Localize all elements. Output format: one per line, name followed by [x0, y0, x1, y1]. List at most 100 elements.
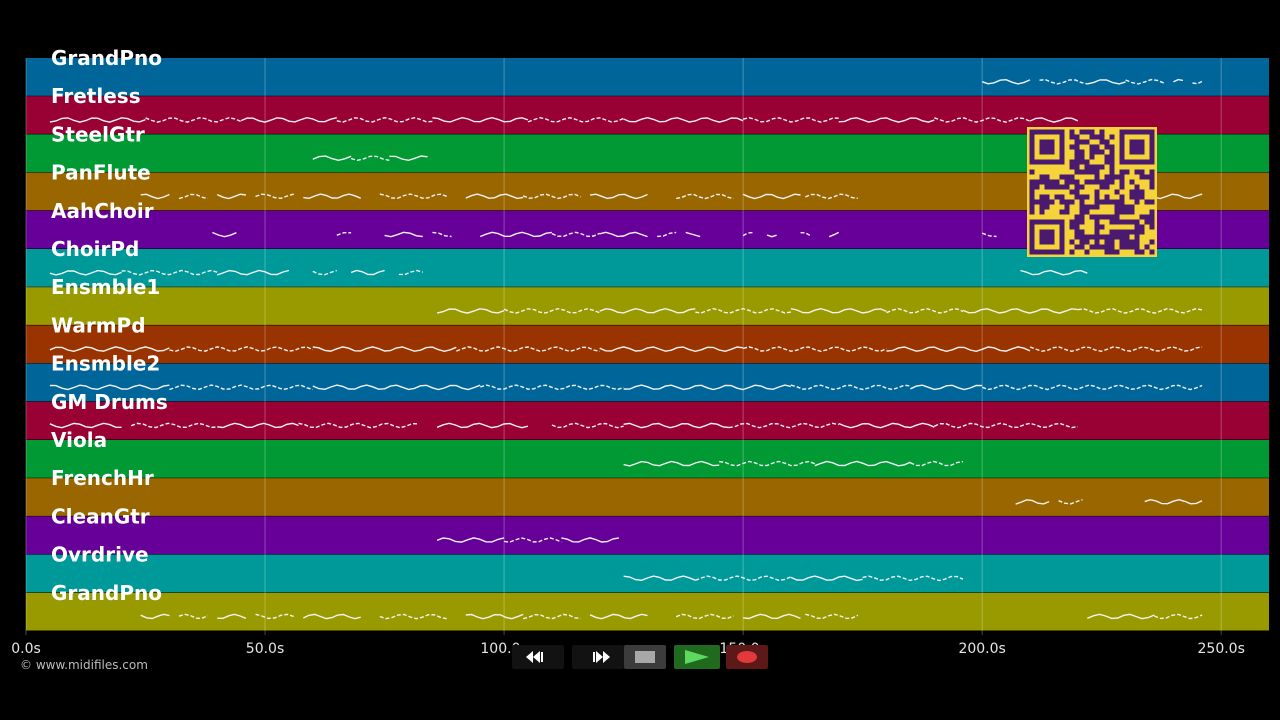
note-event [216, 193, 246, 200]
fast-forward-button[interactable] [572, 645, 624, 669]
track-lane [26, 58, 1269, 97]
time-gridlines [25, 58, 1222, 635]
stop-button[interactable] [624, 645, 666, 669]
note-event [145, 116, 242, 123]
note-event [695, 575, 792, 582]
note-event [934, 422, 1078, 429]
note-event [479, 384, 624, 391]
note-event [465, 613, 524, 620]
track-labels: GrandPno Fretless SteelGtr PanFlute AahChoir… [51, 46, 168, 605]
note-event [217, 613, 247, 620]
note-event [216, 269, 290, 276]
note-event [790, 307, 887, 314]
note-event [49, 346, 170, 353]
note-event [312, 384, 481, 391]
note-event [389, 155, 428, 162]
note-event [49, 422, 122, 429]
note-event [1087, 79, 1126, 85]
note-event [436, 308, 505, 314]
note-event [527, 116, 624, 123]
note-event [312, 346, 457, 353]
note-event [432, 231, 452, 238]
rewind-icon [526, 651, 543, 663]
note-event [838, 117, 935, 123]
play-button[interactable] [674, 645, 720, 669]
note-event [685, 231, 701, 238]
note-event [178, 193, 208, 200]
note-event [623, 384, 792, 391]
note-event [589, 613, 648, 620]
note-event [398, 269, 423, 276]
note-event [436, 537, 505, 543]
note-event [503, 307, 600, 314]
note-event [934, 117, 1031, 123]
record-button[interactable] [726, 645, 768, 669]
credit-text: © www.midifiles.com [20, 658, 148, 672]
note-event [962, 308, 1078, 314]
note-event [743, 613, 801, 620]
track-lane [26, 478, 1269, 517]
note-event [623, 575, 696, 582]
track-label: FrenchHr [51, 466, 154, 490]
note-event [599, 231, 648, 238]
rewind-button[interactable] [512, 645, 564, 669]
note-event [121, 269, 218, 276]
note-event [676, 193, 734, 200]
note-event [766, 234, 777, 238]
note-event [504, 537, 562, 543]
note-event [312, 269, 338, 276]
note-event [910, 460, 964, 467]
note-event [303, 193, 361, 200]
qr-code-pattern [1029, 129, 1155, 255]
note-event [790, 575, 863, 582]
note-event [742, 116, 839, 123]
note-event [728, 422, 839, 429]
note-event [432, 116, 529, 123]
note-events [49, 78, 1203, 620]
track-label: GrandPno [51, 581, 162, 605]
note-event [886, 307, 964, 314]
track-label: Fretless [51, 84, 141, 108]
note-event [336, 231, 352, 236]
track-label: ChoirPd [51, 237, 139, 261]
note-event [523, 613, 581, 620]
note-event [217, 422, 299, 429]
note-event [599, 307, 696, 314]
note-event [742, 346, 887, 353]
note-event [1020, 269, 1088, 276]
track-lane [26, 516, 1269, 555]
track-lane [26, 440, 1269, 479]
track-lane [26, 325, 1269, 364]
track-lanes [26, 58, 1269, 632]
note-event [910, 384, 983, 391]
note-event [169, 384, 313, 391]
note-event [436, 422, 529, 429]
note-event [828, 231, 840, 238]
note-event [814, 460, 911, 467]
track-lane [26, 363, 1269, 402]
note-event [623, 460, 720, 467]
stop-icon [635, 651, 655, 663]
note-event [1087, 613, 1155, 620]
transport-bar [512, 645, 770, 669]
track-lane [26, 401, 1269, 440]
note-event [255, 613, 294, 620]
note-event [695, 307, 792, 314]
track-label: GM Drums [51, 390, 168, 414]
note-event [169, 346, 314, 353]
track-label: Ensmble1 [51, 275, 160, 299]
note-event [178, 613, 208, 620]
note-event [240, 116, 337, 123]
note-event [1154, 613, 1203, 620]
note-event [719, 460, 816, 467]
note-event [742, 193, 801, 200]
note-event [303, 613, 361, 620]
note-event [805, 193, 858, 200]
note-event [1058, 499, 1083, 505]
note-event [465, 193, 524, 200]
note-event [130, 422, 218, 429]
fast-forward-icon [593, 651, 610, 663]
note-event [49, 384, 170, 391]
track-lane [26, 554, 1269, 593]
